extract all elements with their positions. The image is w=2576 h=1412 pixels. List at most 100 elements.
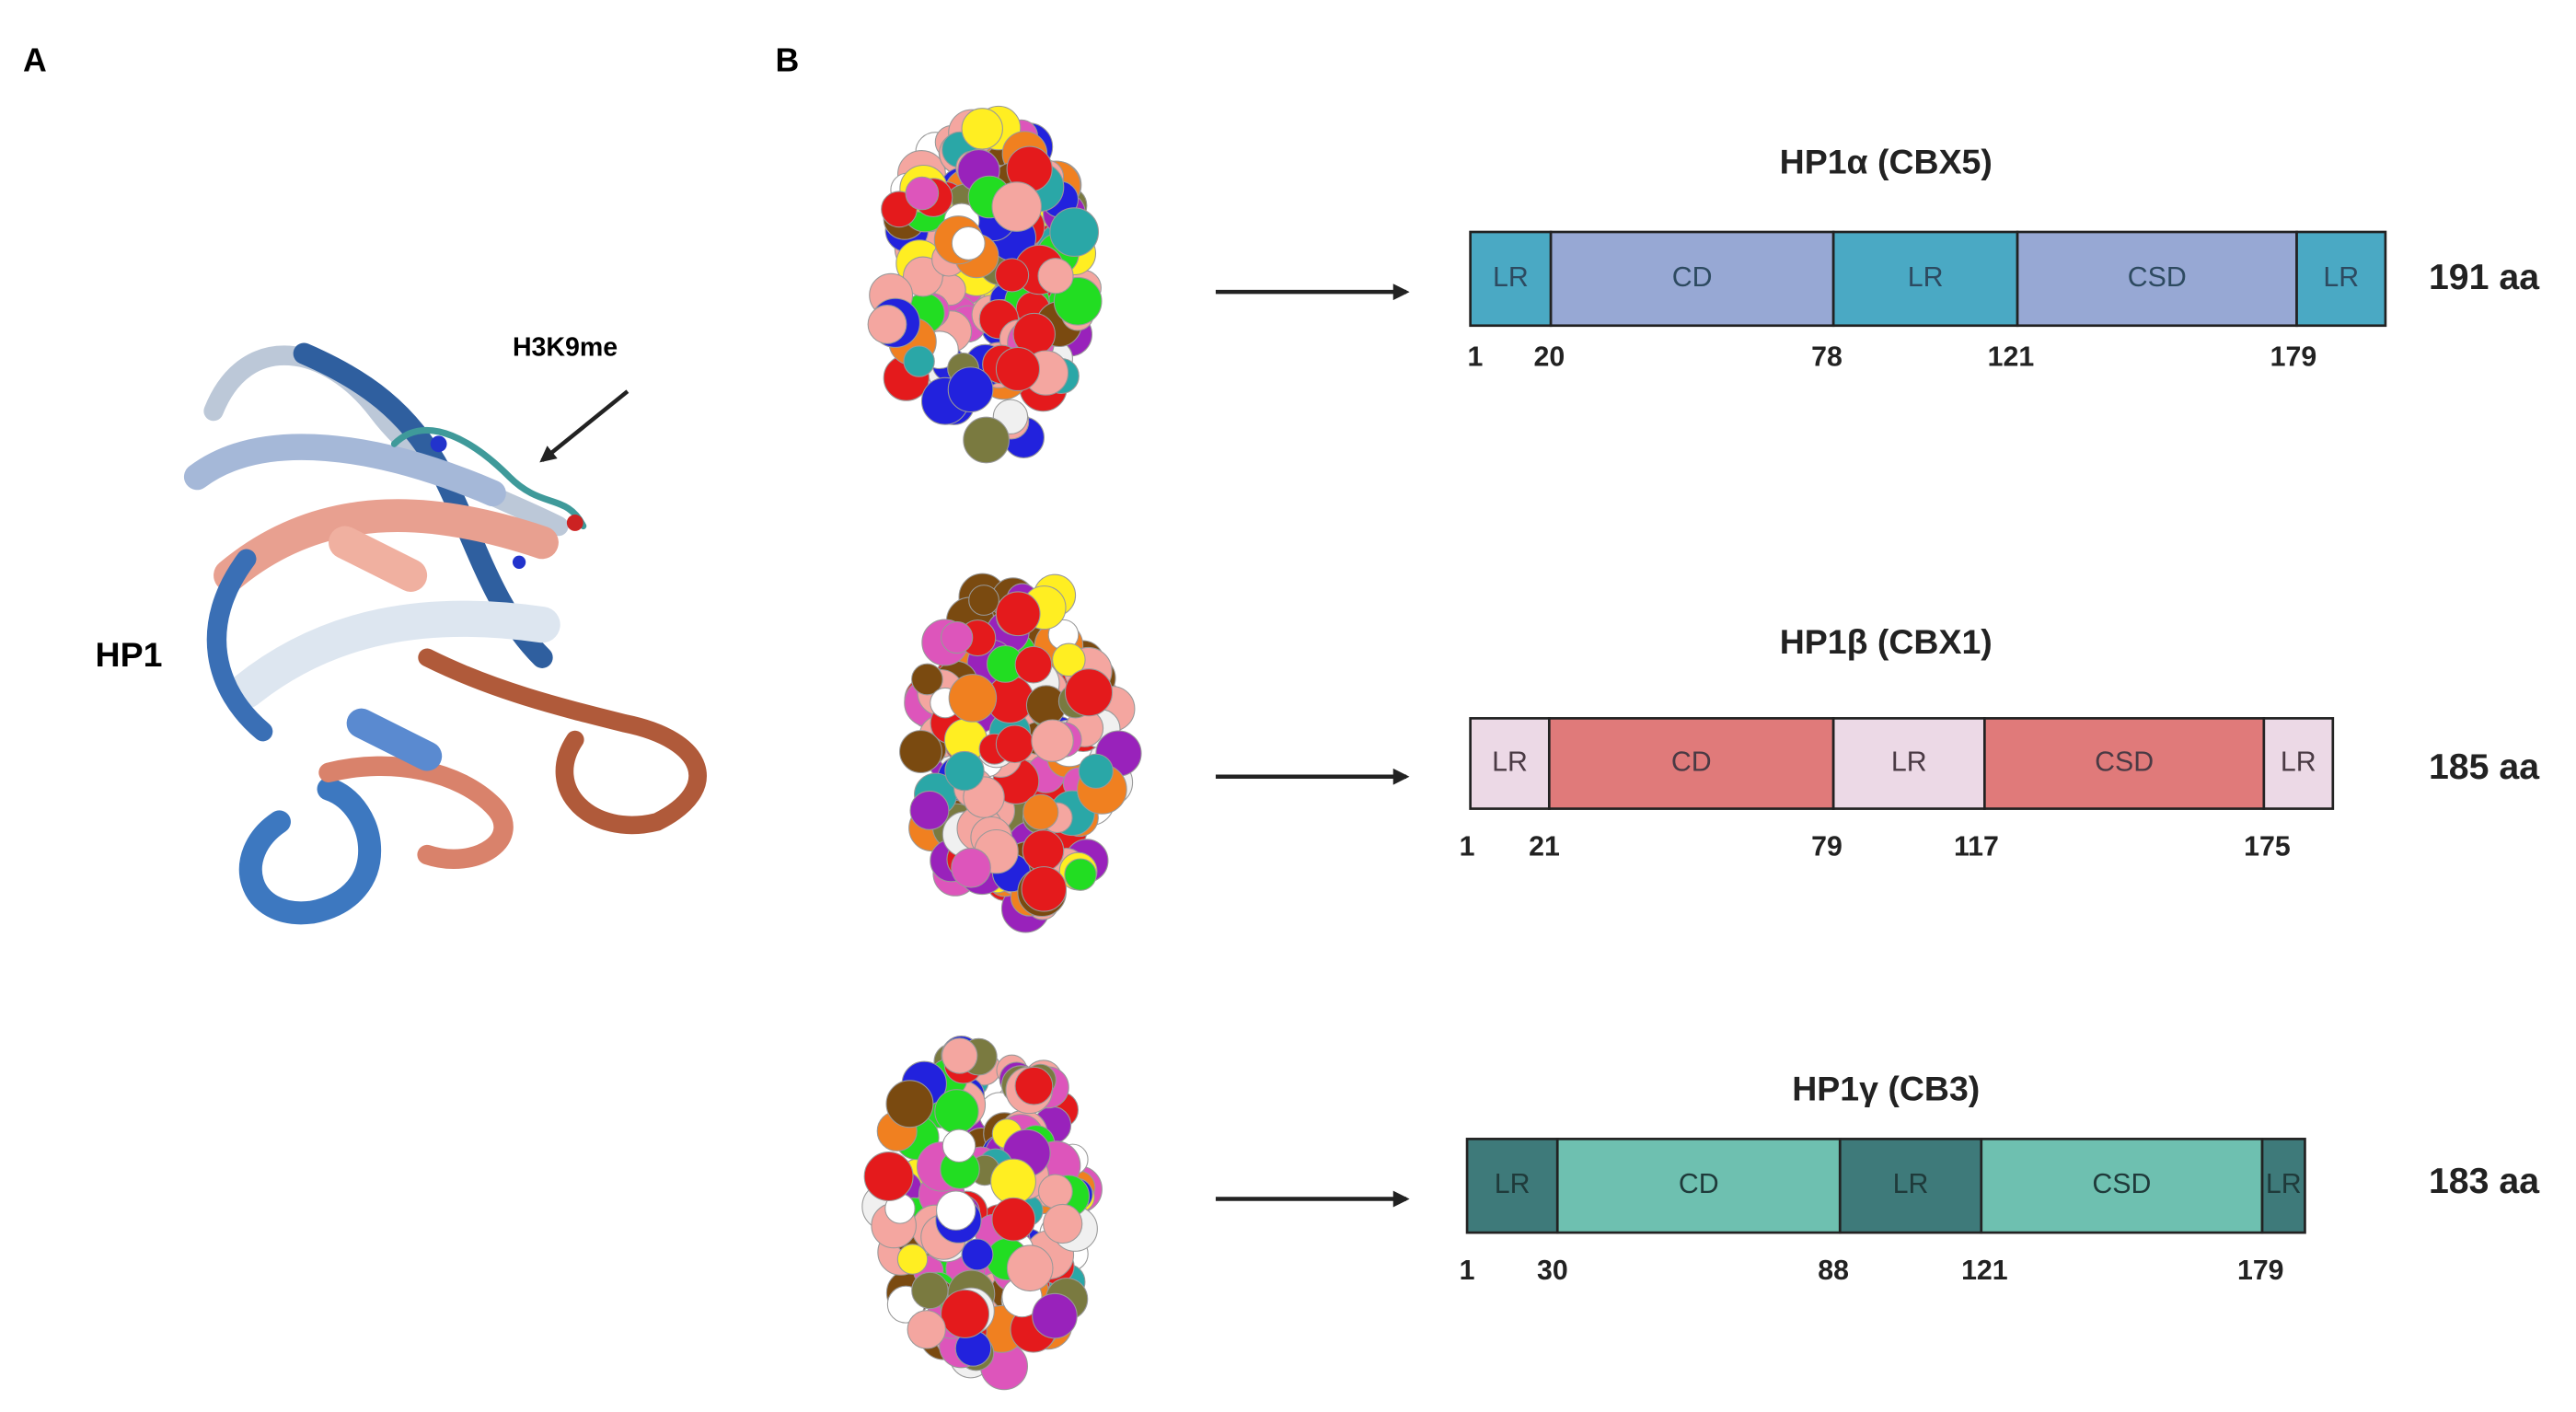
domain-label: LR bbox=[2266, 1169, 2302, 1199]
atom bbox=[1037, 258, 1074, 295]
atom bbox=[907, 1310, 946, 1349]
position-label: 1 bbox=[1460, 831, 1475, 862]
length-label: 191 aa bbox=[2429, 257, 2540, 297]
atom bbox=[948, 674, 998, 723]
position-label: 30 bbox=[1537, 1256, 1568, 1286]
atom bbox=[1064, 668, 1114, 717]
protein-label: HP1 bbox=[96, 635, 163, 674]
atom bbox=[1022, 793, 1059, 830]
position-label: 121 bbox=[1988, 341, 2035, 372]
domain-label: CD bbox=[1679, 1169, 1719, 1199]
atom bbox=[863, 1152, 914, 1202]
atom bbox=[995, 724, 1034, 764]
atom bbox=[885, 1080, 934, 1128]
atom bbox=[1014, 645, 1053, 684]
domain bbox=[1831, 230, 2019, 328]
atom bbox=[903, 345, 935, 377]
atom bbox=[1043, 1203, 1083, 1244]
domain-label: LR bbox=[1492, 747, 1528, 777]
atom bbox=[947, 366, 994, 413]
atom bbox=[941, 1128, 976, 1163]
domain bbox=[1831, 717, 1986, 810]
domain-label: LR bbox=[2323, 262, 2359, 293]
atom bbox=[995, 258, 1030, 293]
position-label: 21 bbox=[1529, 831, 1560, 862]
atom bbox=[961, 108, 1003, 150]
panel-label: A bbox=[23, 42, 47, 79]
domain-label: LR bbox=[1891, 747, 1927, 777]
domain-label: LR bbox=[1908, 262, 1944, 293]
atom bbox=[934, 1089, 979, 1134]
protein-title: HP1γ (CB3) bbox=[1792, 1070, 1980, 1108]
atom bbox=[1049, 207, 1100, 257]
position-label: 179 bbox=[2237, 1256, 2284, 1286]
atom bbox=[902, 256, 943, 297]
position-label: 78 bbox=[1811, 341, 1842, 372]
atom bbox=[1032, 1292, 1078, 1339]
atom bbox=[896, 1244, 929, 1275]
annotation-arrow bbox=[539, 389, 630, 463]
atom bbox=[995, 346, 1041, 392]
atom bbox=[1064, 858, 1097, 891]
atom bbox=[991, 181, 1042, 232]
atom bbox=[990, 1158, 1036, 1205]
position-label: 121 bbox=[1961, 1256, 2008, 1286]
atom bbox=[1006, 1244, 1054, 1292]
domain bbox=[1469, 230, 1553, 328]
annotation: H3K9me bbox=[513, 332, 618, 362]
atom bbox=[995, 591, 1041, 637]
domain bbox=[1547, 717, 1835, 810]
position-label: 1 bbox=[1468, 341, 1484, 372]
domain-label: LR bbox=[1493, 262, 1529, 293]
atom bbox=[936, 1190, 976, 1231]
atom bbox=[951, 848, 991, 888]
atom bbox=[899, 730, 942, 773]
domain-label: LR bbox=[1495, 1169, 1531, 1199]
atom bbox=[961, 1238, 994, 1271]
atom bbox=[1031, 719, 1074, 762]
atom bbox=[991, 1197, 1036, 1242]
domain-label: LR bbox=[1893, 1169, 1929, 1199]
atom bbox=[968, 584, 999, 616]
domain-label: CD bbox=[1672, 262, 1713, 293]
domain-label: CSD bbox=[2092, 1169, 2151, 1199]
atom bbox=[941, 1037, 978, 1074]
domain bbox=[1980, 1138, 2264, 1234]
position-label: 20 bbox=[1533, 341, 1565, 372]
atom bbox=[1037, 1174, 1073, 1209]
position-label: 175 bbox=[2244, 831, 2291, 862]
atom bbox=[909, 790, 950, 830]
domain-label: CSD bbox=[2128, 262, 2187, 293]
atom bbox=[1078, 753, 1114, 789]
atom bbox=[911, 663, 943, 696]
domain-label: CD bbox=[1671, 747, 1712, 777]
atom bbox=[911, 1271, 949, 1310]
domain bbox=[2016, 230, 2298, 328]
atom bbox=[963, 416, 1010, 464]
ribbon-structure bbox=[183, 342, 707, 925]
domain bbox=[1555, 1138, 1842, 1234]
domain bbox=[2260, 1138, 2306, 1234]
protein-title: HP1α (CBX5) bbox=[1780, 143, 1993, 181]
space-filling-models bbox=[861, 105, 1142, 1391]
position-label: 179 bbox=[2270, 341, 2317, 372]
atom bbox=[867, 304, 907, 344]
position-label: 117 bbox=[1954, 831, 1999, 862]
atom bbox=[1022, 829, 1065, 872]
position-label: 1 bbox=[1460, 1256, 1475, 1286]
atom bbox=[944, 750, 985, 792]
atom bbox=[941, 1289, 990, 1338]
atom bbox=[1021, 866, 1068, 912]
domain bbox=[1465, 1138, 1559, 1234]
panel-label: B bbox=[776, 42, 800, 79]
atom bbox=[1014, 1066, 1054, 1105]
domain bbox=[2295, 230, 2387, 328]
domain-label: CSD bbox=[2095, 747, 2154, 777]
domain bbox=[2262, 717, 2335, 810]
protein-title: HP1β (CBX1) bbox=[1780, 622, 1993, 661]
domain bbox=[1838, 1138, 1983, 1234]
atom bbox=[941, 620, 974, 654]
length-label: 185 aa bbox=[2429, 747, 2540, 787]
